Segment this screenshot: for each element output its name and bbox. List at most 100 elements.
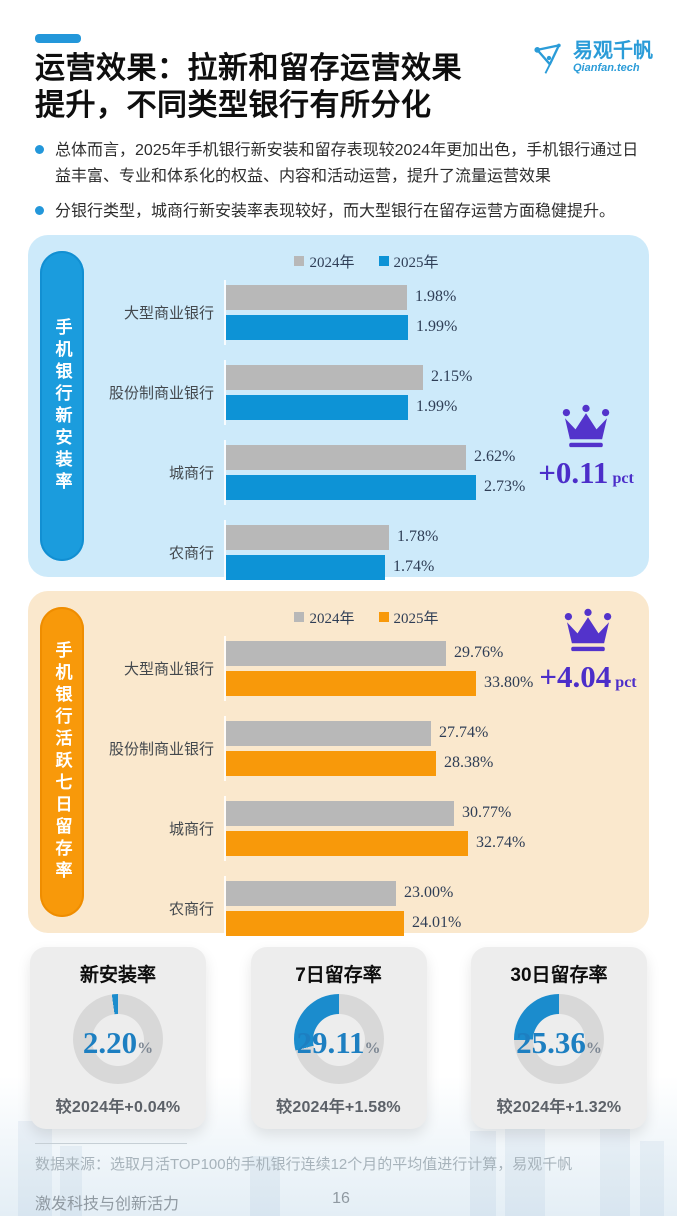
sail-logo-icon [534,43,561,74]
delta-unit: pct [615,673,637,691]
crown-badge-new-install: +0.11 pct [531,403,641,491]
bar [226,800,454,826]
bar [226,750,436,776]
bar [226,474,476,500]
delta-pct: +4.04 pct [539,659,636,695]
footer-row: 激发科技与创新活力 16 [35,1190,647,1214]
bar-pair: 23.00% 24.01% [224,875,637,941]
donut-value-unit: % [364,1039,381,1057]
crown-badge-retention: +4.04 pct [533,607,643,695]
bar-line: 2.73% [226,474,637,500]
donut-value-number: 2.20 [82,1024,138,1060]
donut-value-unit: % [585,1039,602,1057]
donut-wrap: 2.20% [43,993,193,1086]
bar-value-label: 24.01% [412,914,462,932]
bar-line: 30.77% [226,800,637,826]
crown-icon [564,608,612,652]
page-header: 易观千帆 Qianfan.tech 运营效果：拉新和留存运营效果 提升，不同类型… [0,0,677,225]
bar-value-label: 29.76% [454,644,504,662]
bar-line: 2.15% [226,364,637,390]
bar-group-row: 大型商业银行 1.98% 1.99% [96,279,637,345]
legend-item: 2025年 [378,251,439,272]
page-footer: 数据来源：选取月活TOP100的手机银行连续12个月的平均值进行计算，易观千帆 … [0,1142,677,1214]
category-label: 城商行 [168,464,214,482]
legend-swatch-icon [294,612,305,623]
bar [226,444,466,470]
card-delta: 较2024年+1.58% [276,1098,401,1116]
panel-title-pill-new-install: 手机银行新安装率 [40,250,84,561]
donut-chart-7day-retention [293,993,384,1084]
bar-line: 1.99% [226,394,637,420]
legend-swatch-icon [294,256,305,267]
panel-new-install-rate: 手机银行新安装率 2024年 2025年 大型商业银行 1.98% 1.99% 股份制商… [28,234,649,585]
bar-group-row: 农商行 23.00% 24.01% [96,875,637,941]
category-label: 城商行 [168,820,214,838]
bar-line: 33.80% [226,670,637,696]
legend-swatch-icon [378,256,389,267]
legend-label: 2024年 [309,610,355,627]
panel-7day-retention-rate: 手机银行活跃七日留存率 2024年 2025年 大型商业银行 29.76% 33.80… [28,590,649,941]
bar [226,364,423,390]
bar-value-label: 1.74% [393,558,435,576]
bar-chart-retention: 2024年 2025年 大型商业银行 29.76% 33.80% 股份制商业银行 27.7… [96,603,637,941]
bar-value-label: 23.00% [404,884,454,902]
bar-pair: 2.15% 1.99% [224,359,637,425]
donut-value-number: 29.11 [296,1024,365,1060]
bar-line: 27.74% [226,720,637,746]
chart-legend: 2024年 2025年 [96,607,637,628]
bar-line: 24.01% [226,910,637,936]
bar-chart-new-install: 2024年 2025年 大型商业银行 1.98% 1.99% 股份制商业银行 2.15% 1… [96,247,637,585]
delta-unit: pct [612,469,634,487]
bar-group-row: 农商行 1.78% 1.74% [96,519,637,585]
legend-item: 2025年 [378,607,439,628]
panel-title-pill-retention: 手机银行活跃七日留存率 [40,606,84,917]
page-title: 运营效果：拉新和留存运营效果 提升，不同类型银行有所分化 [35,52,462,122]
category-label: 农商行 [168,900,214,918]
bar [226,394,408,420]
bar [226,284,407,310]
bullet-dot-icon [35,145,44,155]
title-accent-dash [35,34,81,43]
summary-cards: 新安装率 2.20% 较2024年+0.04% 7日留存率 29.11% 较20… [30,946,647,1129]
summary-card-30day-retention: 30日留存率 25.36% 较2024年+1.32% [471,946,647,1129]
legend-item: 2024年 [294,251,355,272]
bar-pair: 2.62% 2.73% [224,439,637,505]
bar [226,910,404,936]
bar-line: 29.76% [226,640,637,666]
bullet-item: 分银行类型，城商行新安装率表现较好，而大型银行在留存运营方面稳健提升。 [35,199,649,225]
bar-line: 1.74% [226,554,637,580]
bar-pair: 1.98% 1.99% [224,279,637,345]
bar-value-label: 27.74% [439,724,489,742]
bar-line: 32.74% [226,830,637,856]
bar-line: 1.99% [226,314,637,340]
bar [226,554,385,580]
bar-value-label: 1.98% [415,288,457,306]
card-title: 7日留存率 [295,964,382,986]
footer-tagline: 激发科技与创新活力 [35,1195,180,1213]
bar-group-row: 城商行 30.77% 32.74% [96,795,637,861]
donut-value: 29.11% [264,1025,414,1061]
data-source-note: 数据来源：选取月活TOP100的手机银行连续12个月的平均值进行计算，易观千帆 [35,1155,573,1173]
crown-icon [562,404,610,448]
bar-pair: 1.78% 1.74% [224,519,637,585]
bar-line: 23.00% [226,880,637,906]
source-divider [35,1142,187,1144]
bar-value-label: 33.80% [484,674,534,692]
bar-value-label: 1.78% [397,528,439,546]
bar-pair: 29.76% 33.80% [224,635,637,701]
card-delta: 较2024年+1.32% [496,1098,622,1116]
bullet-text: 总体而言，2025年手机银行新安装和留存表现较2024年更加出色，手机银行通过日… [55,142,639,185]
donut-wrap: 29.11% [264,993,414,1086]
logo-name: 易观千帆 [573,40,653,62]
bar-pair: 30.77% 32.74% [224,795,637,861]
bar-value-label: 28.38% [444,754,494,772]
bar-group-row: 股份制商业银行 27.74% 28.38% [96,715,637,781]
delta-value: +4.04 [539,658,612,694]
legend-label: 2025年 [393,610,439,627]
legend-label: 2024年 [309,254,355,271]
bar [226,830,468,856]
donut-value: 25.36% [484,1025,634,1061]
bar [226,720,431,746]
chart-rows: 大型商业银行 29.76% 33.80% 股份制商业银行 27.74% 28.38% 城商行… [96,635,637,941]
category-label: 股份制商业银行 [108,384,214,402]
